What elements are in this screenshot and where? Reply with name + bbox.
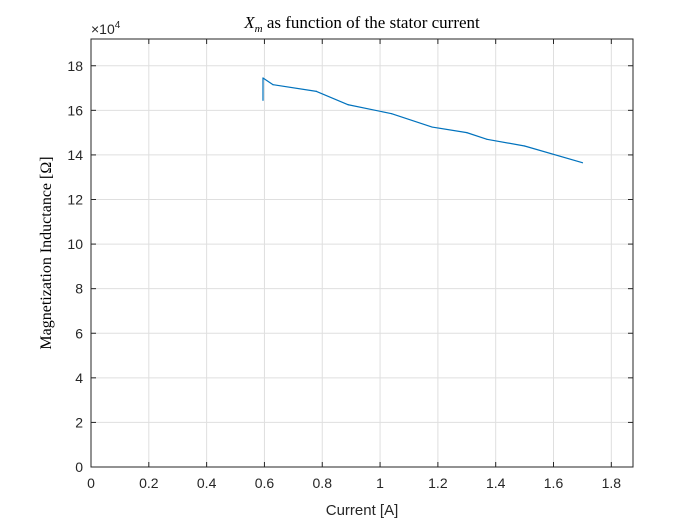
x-tick-label: 1.4	[486, 475, 506, 491]
data-point	[272, 84, 274, 86]
series-layer	[262, 77, 584, 164]
x-axis-label: Current [A]	[326, 502, 399, 519]
y-tick-label: 8	[75, 281, 83, 297]
tick-marks	[90, 39, 633, 468]
data-point	[486, 138, 488, 140]
x-tick-label: 1.8	[602, 475, 622, 491]
y-tick-label: 4	[75, 370, 83, 386]
y-exponent-power: 4	[115, 20, 121, 31]
data-point	[347, 104, 349, 106]
data-point	[315, 90, 318, 92]
x-tick-label: 0.4	[197, 475, 217, 491]
title-text: as function of the stator current	[263, 13, 480, 32]
title-subscript: m	[255, 23, 263, 35]
y-tick-label: 6	[75, 325, 83, 341]
title-symbol: X	[243, 13, 255, 32]
data-point	[581, 162, 584, 164]
x-tick-label: 0.6	[255, 475, 275, 491]
chart-title: Xm as function of the stator current	[243, 13, 480, 35]
y-exponent-label: ×104	[91, 20, 121, 37]
data-point	[391, 113, 393, 115]
x-tick-label: 0	[87, 475, 95, 491]
data-point	[524, 145, 526, 147]
y-tick-label: 18	[67, 58, 83, 74]
y-tick-label: 10	[67, 236, 83, 252]
data-point	[466, 132, 468, 134]
data-point	[262, 99, 264, 101]
x-tick-label: 0.8	[313, 475, 333, 491]
y-axis-label: Magnetization Inductance [Ω]	[38, 156, 55, 349]
y-tick-label: 2	[75, 414, 83, 430]
plot-area	[91, 39, 633, 467]
y-tick-label: 12	[67, 192, 83, 208]
x-tick-label: 1.6	[544, 475, 564, 491]
y-exponent-base: ×10	[91, 21, 115, 37]
y-tick-label: 0	[75, 459, 83, 475]
y-tick-label: 16	[67, 102, 83, 118]
data-point	[262, 77, 264, 79]
data-point	[431, 126, 433, 128]
tick-labels: 0 0.2 0.4 0.6 0.8 1 1.2 1.4 1.6 1.8 0 2 4 6 8 10 12 14 16 1…	[67, 58, 621, 491]
x-tick-label: 1	[376, 475, 384, 491]
y-tick-label: 14	[67, 147, 83, 163]
axes-box	[90, 38, 634, 468]
x-tick-label: 1.2	[428, 475, 448, 491]
x-tick-label: 0.2	[139, 475, 159, 491]
